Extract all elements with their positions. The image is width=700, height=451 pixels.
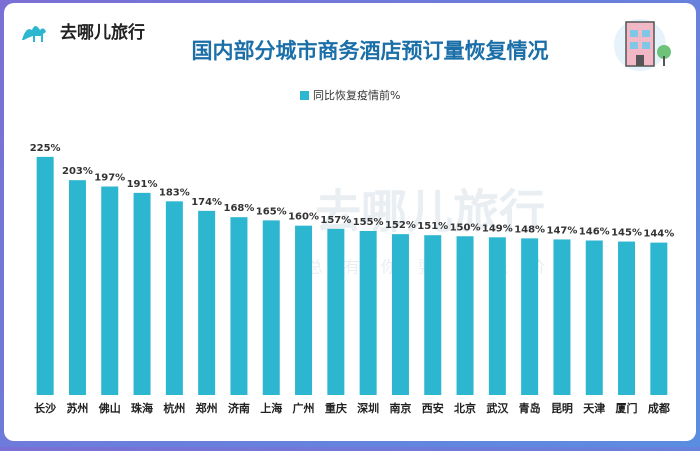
- bar: [553, 239, 571, 395]
- x-tick-label: 长沙: [34, 401, 56, 415]
- value-label: 145%: [611, 228, 642, 239]
- x-tick-label: 武汉: [486, 401, 509, 415]
- legend-swatch: [300, 91, 309, 100]
- value-label: 149%: [482, 223, 513, 234]
- value-label: 160%: [288, 212, 319, 223]
- bar: [521, 238, 539, 395]
- bar: [198, 210, 216, 395]
- bar: [456, 236, 474, 395]
- x-tick-label: 珠海: [131, 401, 153, 415]
- x-tick-label: 佛山: [98, 401, 121, 415]
- value-label: 147%: [546, 225, 577, 236]
- bar: [36, 156, 54, 395]
- bar: [68, 180, 86, 395]
- bar: [101, 186, 119, 395]
- value-label: 144%: [643, 229, 674, 240]
- x-tick-label: 青岛: [519, 401, 541, 415]
- x-tick-label: 厦门: [616, 401, 638, 415]
- bar: [327, 228, 345, 395]
- bar: [165, 201, 183, 395]
- value-label: 191%: [127, 179, 158, 190]
- bar: [650, 242, 668, 395]
- bar: [585, 240, 603, 395]
- value-label: 157%: [320, 215, 351, 226]
- x-tick-label: 广州: [293, 401, 315, 415]
- brand: 去哪儿旅行: [60, 22, 145, 43]
- logo: [22, 26, 46, 42]
- x-tick-label: 深圳: [357, 401, 379, 415]
- value-label: 165%: [256, 206, 287, 217]
- chart-title: 国内部分城市商务酒店预订量恢复情况: [192, 39, 549, 63]
- x-tick-label: 南京: [389, 401, 411, 415]
- value-label: 225%: [30, 143, 61, 154]
- bar: [295, 225, 313, 395]
- legend-label: 同比恢复疫情前%: [313, 88, 400, 102]
- bar: [262, 220, 280, 395]
- x-tick-label: 重庆: [325, 401, 347, 415]
- x-tick-label: 昆明: [551, 402, 573, 415]
- bar: [359, 230, 377, 395]
- bar: [133, 192, 151, 395]
- value-label: 152%: [385, 220, 416, 231]
- watermark-title: 去哪儿旅行: [315, 185, 545, 239]
- x-tick-label: 杭州: [163, 401, 185, 415]
- value-label: 183%: [159, 187, 190, 198]
- value-label: 203%: [62, 166, 93, 177]
- value-label: 151%: [417, 221, 448, 232]
- x-tick-label: 济南: [228, 401, 250, 415]
- value-label: 155%: [353, 217, 384, 228]
- bar: [424, 235, 442, 395]
- x-tick-label: 天津: [583, 401, 605, 415]
- value-label: 168%: [223, 203, 254, 214]
- x-tick-label: 上海: [260, 401, 282, 415]
- x-tick-label: 成都: [648, 401, 670, 415]
- bar: [391, 234, 409, 395]
- value-label: 174%: [191, 197, 222, 208]
- bar: [618, 241, 636, 395]
- bar: [230, 217, 248, 395]
- building-icon: [614, 19, 671, 71]
- x-tick-label: 北京: [454, 401, 476, 415]
- x-tick-label: 苏州: [66, 401, 88, 415]
- x-tick-label: 郑州: [196, 401, 218, 415]
- x-tick-label: 西安: [422, 401, 444, 415]
- value-label: 148%: [514, 224, 545, 235]
- value-label: 150%: [450, 222, 481, 233]
- value-label: 197%: [94, 173, 125, 184]
- value-label: 146%: [579, 226, 610, 237]
- bar: [488, 237, 506, 395]
